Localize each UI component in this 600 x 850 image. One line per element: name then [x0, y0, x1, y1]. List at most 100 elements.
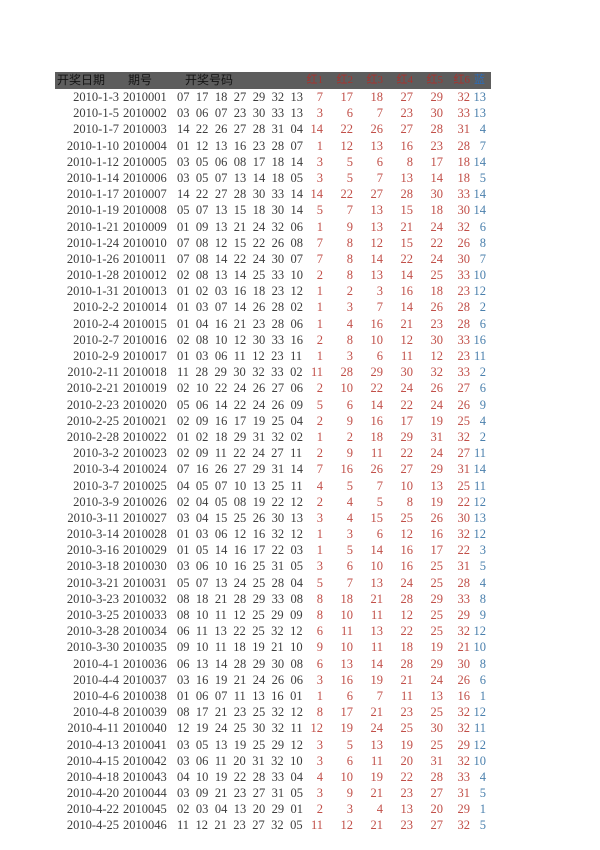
- draw-date: 2010-2-23: [66, 397, 119, 412]
- red-ball-5: 29: [430, 656, 444, 671]
- red-ball-4: 24: [400, 381, 414, 396]
- red-ball-6: 25: [457, 413, 471, 428]
- table-row: 2010-3-21 2010031 05 07 13 24 25 28 04 5…: [55, 575, 486, 591]
- draw-numbers: 11 12 21 23 27 32 05: [177, 818, 303, 833]
- red-ball-3: 12: [370, 235, 384, 250]
- draw-numbers: 01 05 14 16 17 22 03: [177, 543, 304, 558]
- table-row: 2010-2-21 2010019 02 10 22 24 26 27 06 2…: [55, 380, 486, 396]
- red-ball-1: 7: [316, 462, 323, 477]
- red-ball-2: 8: [346, 235, 353, 250]
- table-row: 2010-4-18 2010043 04 10 19 22 28 33 04 4…: [55, 769, 486, 785]
- draw-numbers: 04 05 07 10 13 25 11: [177, 478, 303, 493]
- red-ball-6: 31: [457, 559, 471, 574]
- red-ball-2: 2: [346, 429, 353, 444]
- red-ball-1: 1: [316, 300, 323, 315]
- draw-numbers: 01 03 06 12 16 32 12: [177, 527, 304, 542]
- draw-numbers: 01 06 07 11 13 16 01: [177, 688, 303, 703]
- red-ball-3: 5: [376, 494, 383, 509]
- draw-date: 2010-4-22: [66, 802, 119, 817]
- red-ball-4: 15: [400, 235, 414, 250]
- issue-number: 2010030: [123, 559, 167, 574]
- draw-date: 2010-1-12: [66, 154, 119, 169]
- red-ball-1: 2: [316, 494, 323, 509]
- draw-numbers: 02 08 10 12 30 33 16: [177, 332, 304, 347]
- draw-date: 2010-4-20: [66, 786, 119, 801]
- red-ball-4: 19: [400, 737, 414, 752]
- red-ball-6: 33: [457, 332, 471, 347]
- red-ball-3: 13: [370, 268, 384, 283]
- issue-number: 2010026: [123, 494, 167, 509]
- red-ball-3: 16: [370, 413, 384, 428]
- red-ball-4: 16: [400, 559, 414, 574]
- red-ball-4: 23: [400, 786, 414, 801]
- red-ball-5: 26: [430, 300, 444, 315]
- red-ball-2: 4: [346, 316, 353, 331]
- red-ball-2: 5: [346, 154, 353, 169]
- red-ball-3: 19: [370, 672, 384, 687]
- blue-ball: 12: [473, 284, 487, 299]
- table-row: 2010-2-2 2010014 01 03 07 14 26 28 02 1 …: [55, 299, 486, 315]
- blue-ball: 4: [479, 769, 486, 784]
- draw-numbers: 01 02 03 16 18 23 12: [177, 284, 304, 299]
- red-ball-2: 6: [346, 688, 353, 703]
- draw-date: 2010-1-28: [66, 268, 119, 283]
- red-ball-1: 8: [316, 705, 323, 720]
- draw-date: 2010-4-15: [66, 753, 119, 768]
- red-ball-6: 32: [457, 818, 471, 833]
- red-ball-4: 21: [400, 672, 414, 687]
- draw-date: 2010-1-7: [73, 122, 119, 137]
- issue-number: 2010029: [123, 543, 167, 558]
- red-ball-1: 2: [316, 381, 323, 396]
- red-ball-4: 28: [400, 591, 414, 606]
- red-ball-4: 25: [400, 510, 414, 525]
- blue-ball: 3: [479, 543, 486, 558]
- draw-date: 2010-4-25: [66, 818, 119, 833]
- table-row: 2010-1-5 2010002 03 06 07 23 30 33 13 3 …: [55, 105, 486, 121]
- red-ball-3: 6: [376, 154, 383, 169]
- header-red-4: 红4: [396, 74, 414, 86]
- draw-numbers: 08 18 21 28 29 33 08: [177, 591, 304, 606]
- red-ball-2: 22: [340, 187, 354, 202]
- red-ball-5: 24: [430, 397, 444, 412]
- red-ball-2: 9: [346, 786, 353, 801]
- red-ball-5: 24: [430, 219, 444, 234]
- draw-date: 2010-4-13: [66, 737, 119, 752]
- draw-numbers: 05 06 14 22 24 26 09: [177, 397, 304, 412]
- red-ball-4: 27: [400, 462, 414, 477]
- draw-date: 2010-1-31: [66, 284, 119, 299]
- table-row: 2010-3-2 2010023 02 09 11 22 24 27 11 2 …: [55, 445, 486, 461]
- red-ball-4: 13: [400, 170, 414, 185]
- draw-date: 2010-3-25: [66, 608, 119, 622]
- red-ball-5: 27: [430, 786, 444, 801]
- issue-number: 2010027: [123, 510, 167, 525]
- issue-number: 2010035: [123, 640, 167, 655]
- red-ball-4: 20: [400, 753, 414, 768]
- issue-number: 2010046: [123, 818, 167, 833]
- red-ball-5: 23: [430, 316, 444, 331]
- draw-date: 2010-4-6: [73, 688, 119, 703]
- draw-date: 2010-4-4: [73, 672, 119, 687]
- issue-number: 2010004: [123, 138, 167, 153]
- blue-ball: 8: [479, 235, 486, 250]
- red-ball-3: 21: [370, 591, 384, 606]
- red-ball-4: 27: [400, 122, 414, 137]
- draw-numbers: 07 08 12 15 22 26 08: [177, 235, 304, 250]
- red-ball-4: 22: [400, 624, 414, 639]
- red-ball-2: 2: [346, 284, 353, 299]
- issue-number: 2010038: [123, 688, 167, 703]
- red-ball-2: 4: [346, 494, 353, 509]
- draw-date: 2010-3-14: [66, 527, 119, 542]
- red-ball-5: 14: [430, 170, 444, 185]
- draw-date: 2010-4-8: [73, 705, 119, 720]
- red-ball-5: 27: [430, 818, 444, 833]
- red-ball-3: 14: [370, 397, 384, 412]
- red-ball-3: 7: [376, 300, 383, 315]
- red-ball-6: 31: [457, 462, 471, 477]
- red-ball-1: 1: [316, 316, 323, 331]
- red-ball-6: 32: [457, 429, 471, 444]
- issue-number: 2010013: [123, 284, 167, 299]
- red-ball-4: 22: [400, 251, 414, 266]
- red-ball-6: 33: [457, 591, 471, 606]
- red-ball-2: 9: [346, 219, 353, 234]
- red-ball-4: 27: [400, 90, 414, 104]
